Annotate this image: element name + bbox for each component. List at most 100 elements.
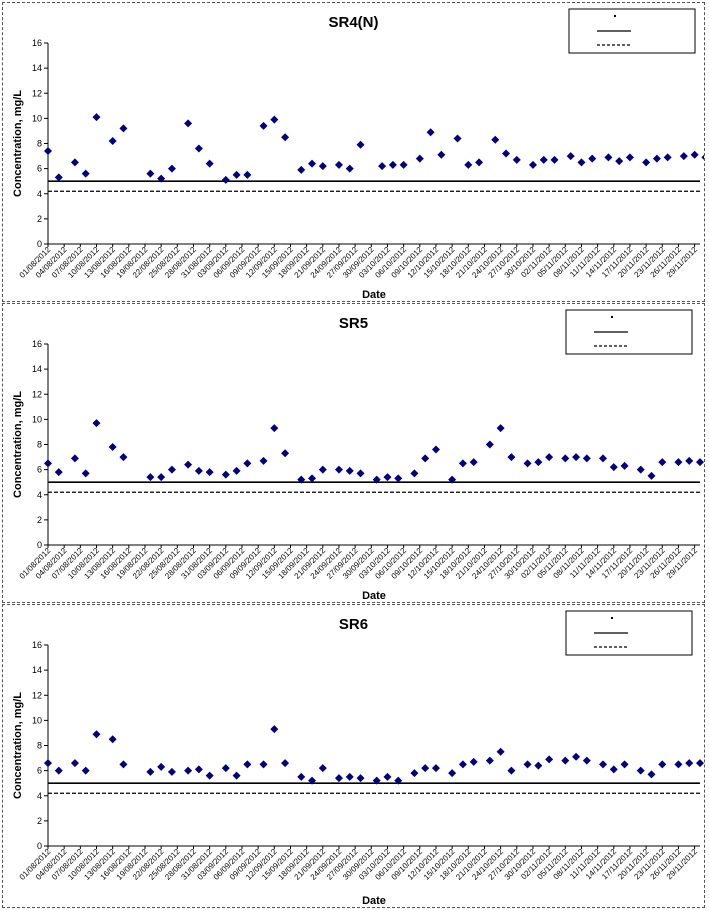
y-tick-label: 14	[32, 364, 42, 374]
data-point	[496, 424, 505, 433]
data-point	[167, 465, 176, 474]
data-point	[415, 154, 424, 163]
data-point	[663, 153, 672, 162]
data-point	[464, 160, 473, 169]
data-point	[534, 458, 543, 467]
data-point	[184, 460, 193, 469]
data-point	[281, 133, 290, 142]
data-point	[469, 757, 478, 766]
data-point	[334, 774, 343, 783]
y-tick-label: 2	[37, 214, 42, 224]
data-point	[146, 767, 155, 776]
data-point	[523, 760, 532, 769]
data-point	[281, 759, 290, 768]
data-point	[308, 159, 317, 168]
data-point	[167, 767, 176, 776]
data-point	[383, 772, 392, 781]
data-point	[658, 458, 667, 467]
data-point	[221, 175, 230, 184]
data-point	[701, 154, 704, 160]
data-point	[232, 466, 241, 475]
data-point	[119, 124, 128, 133]
legend-box	[568, 8, 696, 54]
data-point	[394, 776, 403, 785]
data-point	[545, 453, 554, 462]
data-point	[431, 445, 440, 454]
data-point	[674, 458, 683, 467]
data-point	[92, 419, 101, 428]
data-point	[70, 158, 79, 167]
data-point	[54, 766, 63, 775]
data-point	[448, 475, 457, 484]
data-point	[582, 454, 591, 463]
data-point	[270, 725, 279, 734]
data-point	[281, 449, 290, 458]
data-point	[205, 468, 214, 477]
data-point	[652, 154, 661, 163]
data-point	[458, 760, 467, 769]
data-point	[243, 760, 252, 769]
data-point	[690, 150, 699, 159]
legend-marker-swatch	[614, 15, 616, 17]
data-point	[674, 760, 683, 769]
data-point	[308, 474, 317, 483]
legend-box	[565, 309, 693, 355]
y-tick-label: 10	[32, 113, 42, 123]
data-point	[157, 473, 166, 482]
data-point	[599, 760, 608, 769]
data-point	[270, 115, 279, 124]
data-point	[609, 463, 618, 472]
data-point	[685, 759, 694, 768]
y-tick-label: 8	[37, 440, 42, 450]
data-point	[184, 119, 193, 128]
x-axis-label: Date	[362, 289, 386, 301]
data-point	[496, 747, 505, 756]
data-point	[44, 759, 52, 768]
y-tick-label: 8	[37, 741, 42, 751]
data-point	[345, 772, 354, 781]
y-tick-label: 12	[32, 88, 42, 98]
data-point	[334, 160, 343, 169]
data-point	[410, 769, 419, 778]
y-tick-label: 0	[37, 841, 42, 851]
data-point	[572, 453, 581, 462]
data-point	[642, 158, 651, 167]
data-point	[194, 466, 203, 475]
data-point	[297, 772, 306, 781]
data-point	[318, 465, 327, 474]
data-point	[259, 456, 268, 465]
data-point	[308, 776, 317, 785]
data-point	[534, 761, 543, 770]
data-point	[205, 159, 214, 168]
y-tick-label: 2	[37, 816, 42, 826]
data-point	[92, 113, 101, 122]
data-point	[491, 135, 500, 144]
data-point	[157, 174, 166, 183]
data-point	[582, 756, 591, 765]
data-point	[356, 140, 365, 149]
y-tick-label: 14	[32, 665, 42, 675]
data-point	[167, 164, 176, 173]
data-point	[426, 128, 435, 137]
data-point	[108, 735, 117, 744]
data-point	[394, 474, 403, 483]
data-point	[356, 469, 365, 478]
data-point	[221, 764, 230, 773]
data-point	[232, 771, 241, 780]
data-point	[388, 160, 397, 169]
data-point	[108, 136, 117, 145]
data-point	[345, 164, 354, 173]
data-point	[458, 459, 467, 468]
data-point	[372, 475, 381, 484]
data-point	[696, 759, 704, 768]
legend-marker-swatch	[611, 316, 613, 318]
data-point	[44, 147, 52, 156]
data-point	[194, 765, 203, 774]
data-point	[318, 162, 327, 171]
y-tick-label: 0	[37, 239, 42, 249]
data-point	[270, 424, 279, 433]
data-point	[318, 764, 327, 773]
